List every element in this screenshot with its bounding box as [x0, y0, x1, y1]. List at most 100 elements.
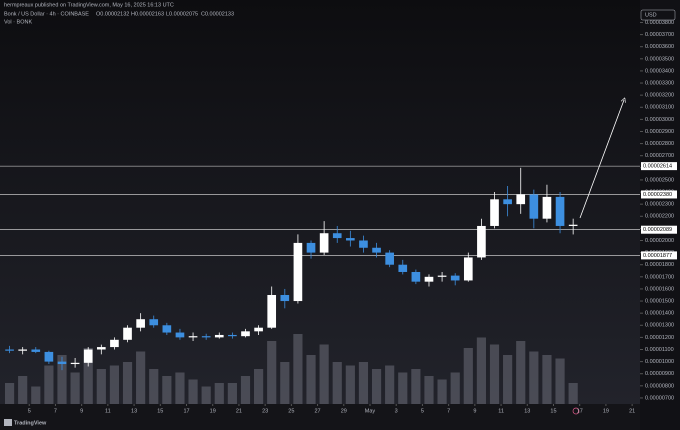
currency[interactable]: USD — [645, 12, 657, 18]
candle-body — [490, 199, 499, 226]
volume-bar — [122, 362, 133, 404]
brand-logo — [4, 419, 12, 426]
x-tick-label: 23 — [262, 408, 268, 414]
level-label-box — [641, 162, 677, 171]
y-tick-label: 0.00001300 — [645, 323, 674, 329]
volume-bar — [345, 365, 355, 404]
candle-body — [568, 224, 578, 226]
candle-body — [57, 361, 67, 365]
x-tick-label: 9 — [80, 408, 83, 414]
candle-body — [411, 271, 421, 282]
candle-body — [254, 327, 263, 332]
volume-bar — [18, 376, 28, 404]
ohlc-value: L0.00002075 — [166, 11, 198, 17]
y-tick-label: 0.00002800 — [645, 141, 674, 147]
volume-bar — [568, 383, 578, 404]
x-tick-label: 17 — [183, 408, 189, 414]
volume-bar — [385, 365, 395, 404]
volume-bar — [398, 372, 408, 404]
x-tick-label: 9 — [473, 408, 476, 414]
candle-body — [201, 336, 211, 338]
currency-box[interactable] — [640, 9, 676, 21]
x-tick-label: 15 — [157, 408, 163, 414]
candle-body — [188, 336, 198, 338]
y-tick-label: 0.00000800 — [645, 383, 674, 389]
candle-body — [372, 247, 381, 253]
candle-body — [516, 194, 526, 205]
x-tick-label: May — [365, 408, 376, 414]
y-tick-label: 0.00003800 — [645, 20, 674, 26]
y-tick-label: 0.00001500 — [645, 299, 674, 305]
candle-body — [529, 194, 539, 219]
candle-body — [31, 349, 41, 352]
volume-bar — [437, 379, 447, 404]
y-tick-label: 0.00003600 — [645, 44, 674, 50]
x-tick-label: 7 — [447, 408, 450, 414]
event-icon[interactable] — [572, 407, 580, 415]
candle-body — [332, 233, 342, 239]
y-tick-label: 0.00003300 — [645, 80, 674, 86]
x-tick-label: 21 — [236, 408, 242, 414]
x-tick-label: 5 — [421, 408, 424, 414]
x-tick-label: 21 — [629, 408, 635, 414]
candle-body — [96, 347, 106, 350]
y-tick-label: 0.00002200 — [645, 214, 674, 220]
volume-bar — [175, 372, 185, 404]
candle-body — [359, 240, 368, 248]
y-tick-label: 0.00002300 — [645, 202, 674, 208]
ohlc-value: C0.00002133 — [201, 11, 234, 17]
candle-body — [110, 339, 119, 348]
candle-body — [83, 349, 93, 363]
volume-bar — [280, 362, 290, 404]
volume-bar — [411, 369, 421, 404]
x-tick-label: 25 — [288, 408, 294, 414]
y-tick-label: 0.00002500 — [645, 177, 674, 183]
x-tick-label: 17 — [577, 408, 583, 414]
x-tick-label: 11 — [105, 408, 111, 414]
volume-bar — [293, 334, 303, 404]
x-tick-label: 29 — [341, 408, 347, 414]
candle-body — [293, 242, 303, 302]
level-label: 0.00002380 — [643, 192, 672, 198]
y-tick-label: 0.00002900 — [645, 129, 674, 135]
author-line: hermpreaux published on TradingView.com,… — [4, 2, 174, 8]
volume-bar — [240, 376, 251, 404]
y-tick-label: 0.00003500 — [645, 56, 674, 62]
level-label: 0.00002089 — [643, 227, 672, 233]
candle-body — [398, 264, 408, 272]
ohlc-value: O0.00002132 — [96, 11, 129, 17]
x-tick-label: 19 — [210, 408, 216, 414]
volume-bar — [267, 341, 277, 404]
time-axis-panel — [0, 404, 640, 430]
y-tick-label: 0.00002000 — [645, 238, 674, 244]
candle-body — [267, 294, 277, 328]
volume-bar — [358, 362, 369, 404]
x-tick-label: 27 — [315, 408, 321, 414]
level-label-box — [641, 251, 677, 260]
candle-body — [5, 349, 14, 351]
y-tick-label: 0.00000700 — [645, 395, 674, 401]
volume-bar — [516, 341, 526, 404]
volume-bar — [227, 383, 237, 404]
volume-bar — [188, 379, 198, 404]
volume-bar — [254, 369, 264, 404]
candle-body — [385, 252, 394, 265]
candle-body — [555, 196, 565, 226]
volume-bar — [201, 386, 211, 404]
price-axis-panel — [640, 0, 680, 430]
volume-bar — [31, 386, 41, 404]
y-tick-label: 0.00003100 — [645, 105, 674, 111]
candle-body — [542, 196, 552, 219]
volume-bar — [555, 358, 565, 404]
candle-body — [319, 233, 329, 253]
candle-body — [306, 242, 316, 253]
candle-body — [44, 351, 54, 362]
volume-bar — [463, 348, 473, 404]
candle-body — [149, 319, 159, 326]
volume-bar — [96, 369, 106, 404]
volume-bar — [149, 369, 159, 404]
candle-body — [424, 276, 434, 282]
symbol: Bonk / US Dollar · 4h · COINBASE — [4, 11, 89, 17]
y-tick-label: 0.00001700 — [645, 274, 674, 280]
